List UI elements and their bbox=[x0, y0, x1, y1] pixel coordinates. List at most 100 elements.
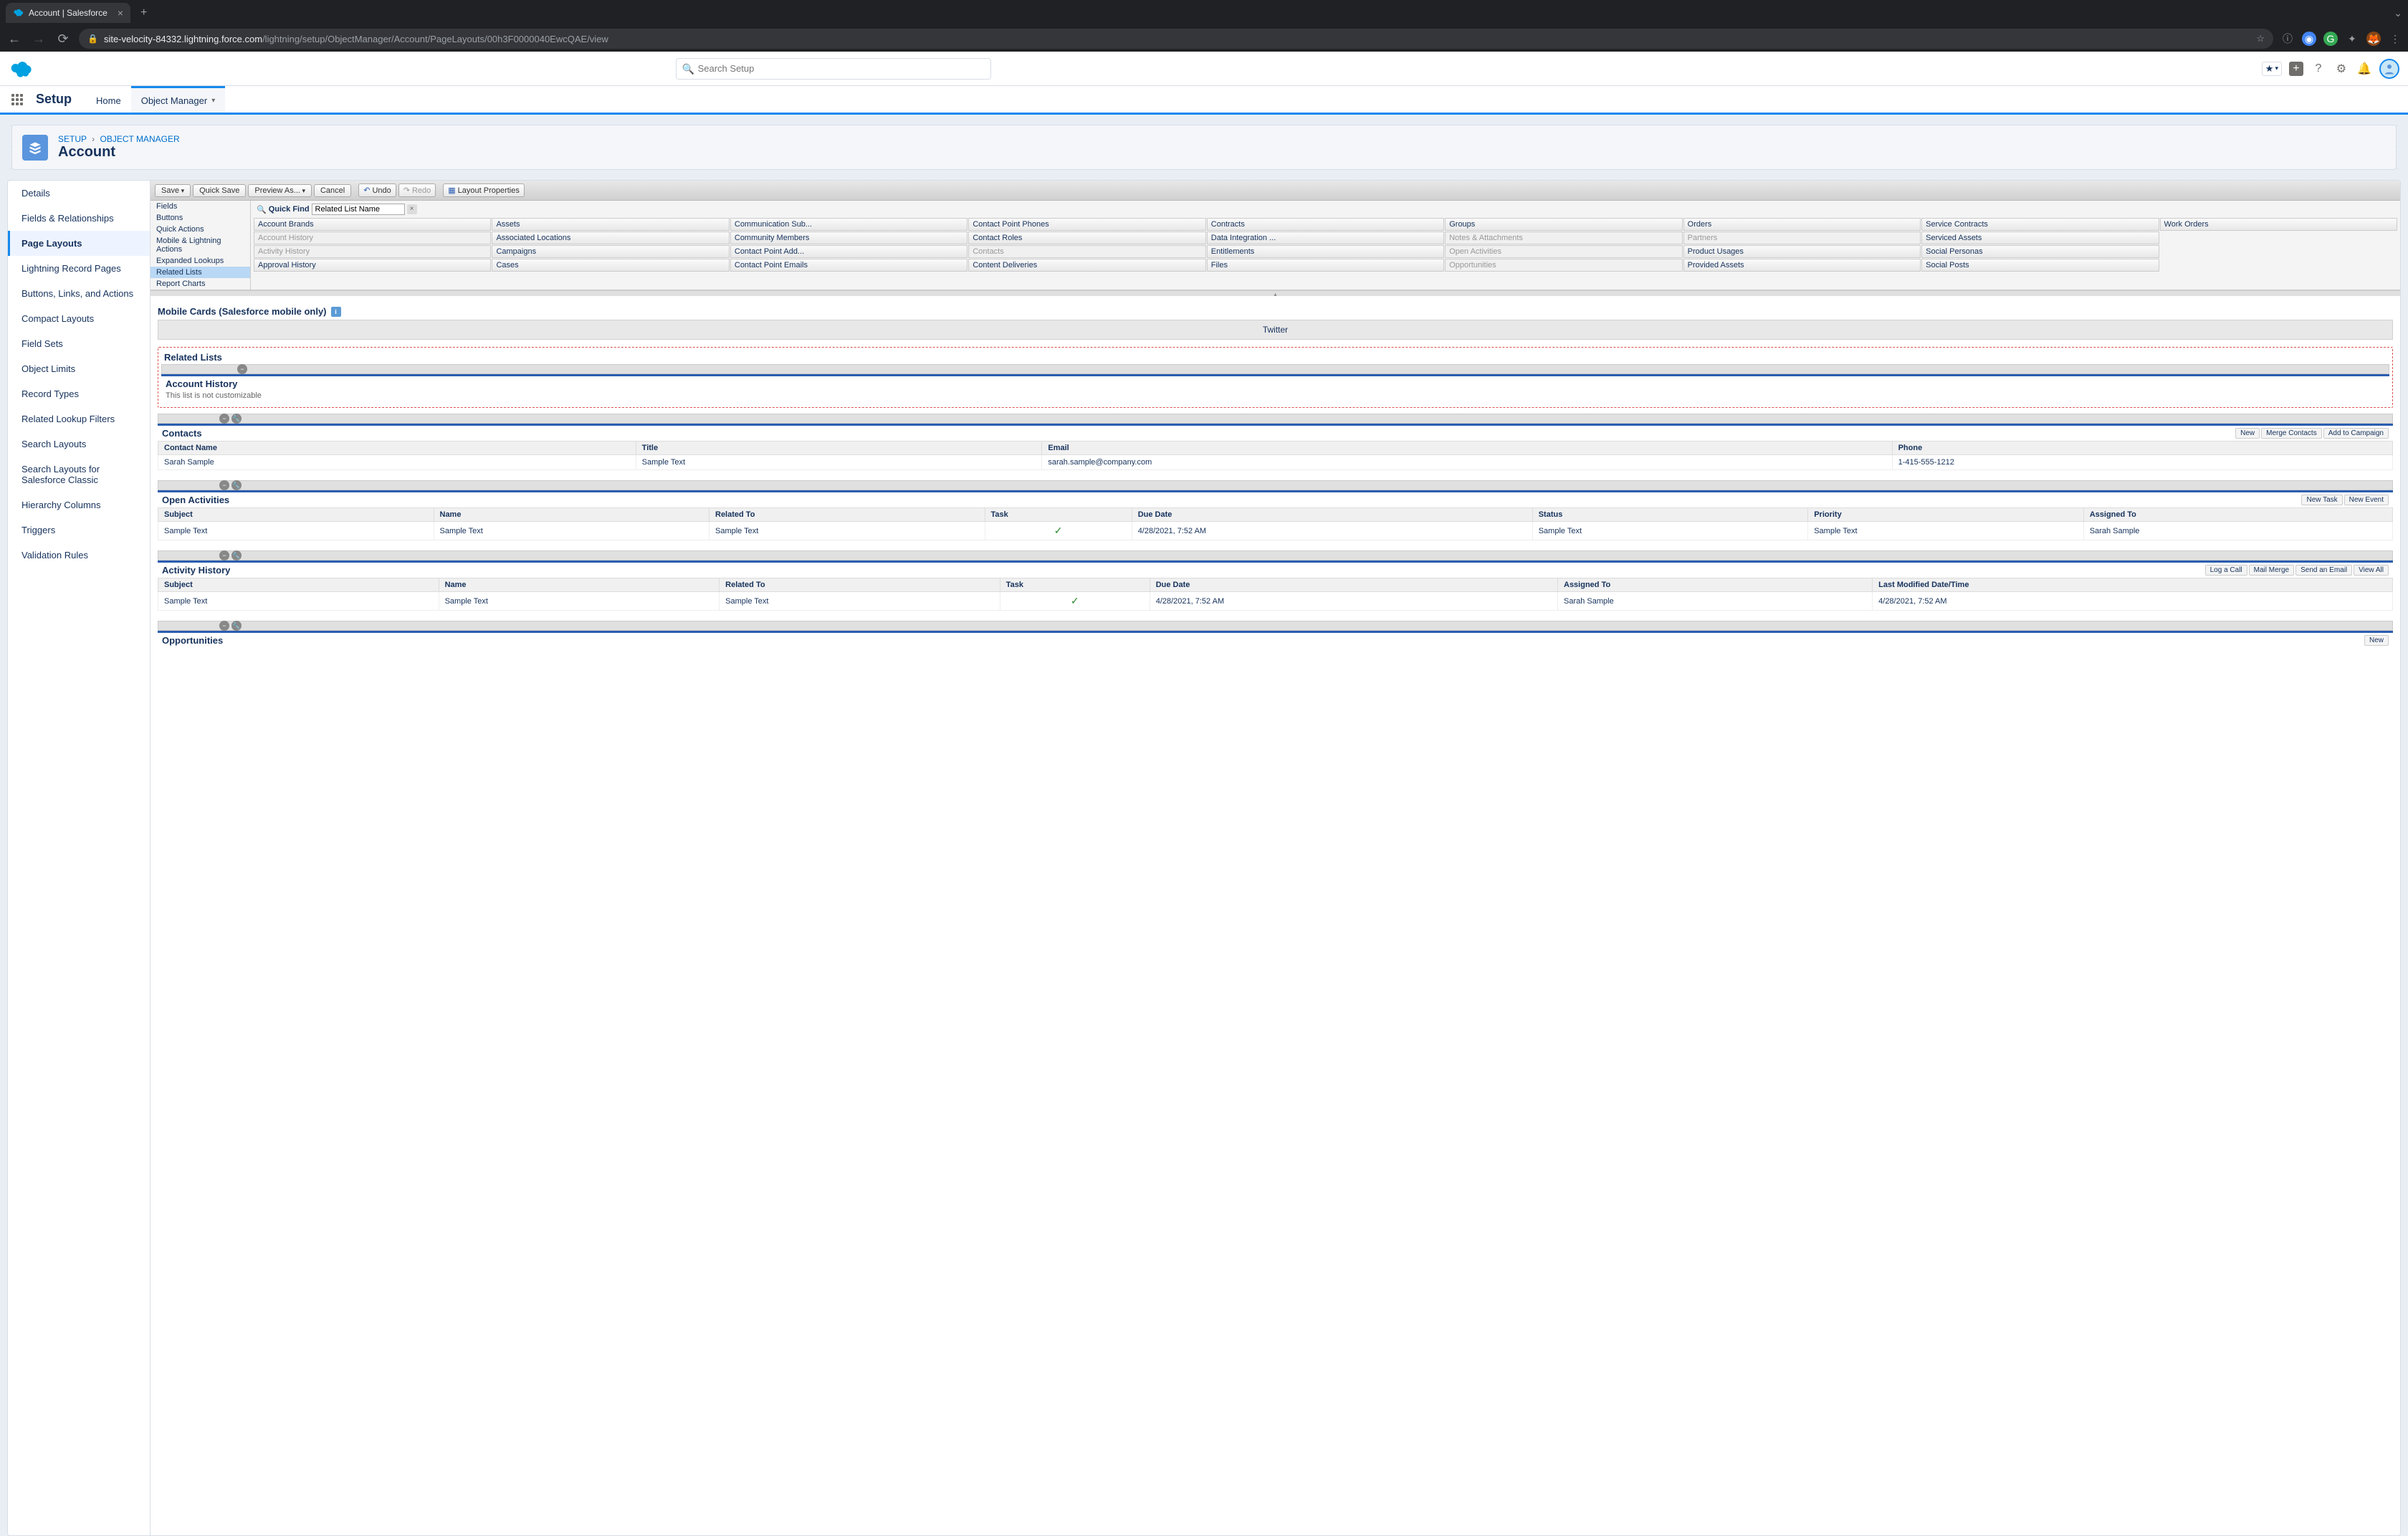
rl-action-button[interactable]: Send an Email bbox=[2295, 565, 2352, 576]
sidebar-item[interactable]: Related Lookup Filters bbox=[8, 406, 150, 431]
reload-icon[interactable]: ⟳ bbox=[54, 32, 72, 47]
chevron-down-icon[interactable]: ⌄ bbox=[2394, 7, 2402, 19]
palette-category[interactable]: Quick Actions bbox=[150, 224, 250, 235]
palette-item[interactable]: Work Orders bbox=[2160, 218, 2397, 231]
palette-item[interactable]: Provided Assets bbox=[1683, 259, 1921, 272]
browser-tab[interactable]: Account | Salesforce × bbox=[6, 3, 130, 23]
sidebar-item[interactable]: Compact Layouts bbox=[8, 306, 150, 331]
rl-action-button[interactable]: New Task bbox=[2301, 495, 2342, 505]
breadcrumb-setup[interactable]: SETUP bbox=[58, 134, 87, 144]
palette-item[interactable]: Approval History bbox=[254, 259, 491, 272]
undo-button[interactable]: ↶Undo bbox=[358, 183, 396, 197]
related-lists-dropzone[interactable]: Related Lists − Account History This lis… bbox=[158, 347, 2393, 408]
extension-icon[interactable]: ◉ bbox=[2302, 32, 2316, 46]
palette-item[interactable]: Communication Sub... bbox=[730, 218, 968, 231]
palette-category[interactable]: Buttons bbox=[150, 212, 250, 224]
rl-action-button[interactable]: Log a Call bbox=[2205, 565, 2247, 576]
add-icon[interactable]: + bbox=[2289, 62, 2303, 76]
palette-item[interactable]: Groups bbox=[1445, 218, 1682, 231]
wrench-icon[interactable]: 🔧 bbox=[231, 621, 242, 631]
extensions-icon[interactable]: ✦ bbox=[2345, 32, 2359, 46]
palette-item[interactable]: Contracts bbox=[1207, 218, 1444, 231]
sidebar-item[interactable]: Page Layouts bbox=[8, 231, 150, 256]
nav-home[interactable]: Home bbox=[86, 86, 131, 113]
rl-action-button[interactable]: Merge Contacts bbox=[2261, 428, 2322, 439]
sidebar-item[interactable]: Search Layouts for Salesforce Classic bbox=[8, 457, 150, 492]
wrench-icon[interactable]: 🔧 bbox=[231, 414, 242, 424]
palette-category[interactable]: Fields bbox=[150, 201, 250, 212]
sidebar-item[interactable]: Buttons, Links, and Actions bbox=[8, 281, 150, 306]
palette-item[interactable]: Serviced Assets bbox=[1921, 232, 2159, 244]
favorites-button[interactable]: ★▾ bbox=[2262, 62, 2282, 76]
tab-close-icon[interactable]: × bbox=[118, 7, 123, 19]
palette-item[interactable]: Account Brands bbox=[254, 218, 491, 231]
rl-action-button[interactable]: View All bbox=[2354, 565, 2389, 576]
palette-item[interactable]: Cases bbox=[492, 259, 729, 272]
sidebar-item[interactable]: Hierarchy Columns bbox=[8, 492, 150, 517]
menu-icon[interactable]: ⋮ bbox=[2388, 32, 2402, 46]
gear-icon[interactable]: ⚙ bbox=[2333, 61, 2349, 77]
cancel-button[interactable]: Cancel bbox=[314, 184, 351, 197]
rl-action-button[interactable]: Add to Campaign bbox=[2323, 428, 2389, 439]
app-launcher-icon[interactable] bbox=[9, 86, 26, 113]
new-tab-icon[interactable]: + bbox=[140, 6, 147, 19]
sidebar-item[interactable]: Record Types bbox=[8, 381, 150, 406]
remove-icon[interactable]: − bbox=[219, 414, 229, 424]
palette-item[interactable]: Social Posts bbox=[1921, 259, 2159, 272]
palette-item[interactable]: Data Integration ... bbox=[1207, 232, 1444, 244]
user-avatar[interactable] bbox=[2379, 59, 2399, 79]
wrench-icon[interactable]: 🔧 bbox=[231, 550, 242, 561]
palette-item[interactable]: Community Members bbox=[730, 232, 968, 244]
remove-icon[interactable]: − bbox=[219, 621, 229, 631]
palette-resize-handle[interactable]: ▴ bbox=[150, 290, 2400, 296]
palette-category[interactable]: Report Charts bbox=[150, 278, 250, 290]
url-bar[interactable]: 🔒 site-velocity-84332.lightning.force.co… bbox=[79, 29, 2273, 49]
mobile-card-twitter[interactable]: Twitter bbox=[158, 320, 2393, 340]
palette-item[interactable]: Entitlements bbox=[1207, 245, 1444, 258]
palette-item[interactable]: Contact Point Phones bbox=[968, 218, 1205, 231]
palette-item[interactable]: Associated Locations bbox=[492, 232, 729, 244]
palette-category[interactable]: Expanded Lookups bbox=[150, 255, 250, 267]
sidebar-item[interactable]: Lightning Record Pages bbox=[8, 256, 150, 281]
remove-icon[interactable]: − bbox=[237, 364, 247, 374]
star-icon[interactable]: ☆ bbox=[2256, 33, 2265, 44]
rl-action-button[interactable]: Mail Merge bbox=[2249, 565, 2294, 576]
breadcrumb-om[interactable]: OBJECT MANAGER bbox=[100, 134, 179, 144]
sidebar-item[interactable]: Fields & Relationships bbox=[8, 206, 150, 231]
remove-icon[interactable]: − bbox=[219, 550, 229, 561]
palette-item[interactable]: Contact Point Emails bbox=[730, 259, 968, 272]
salesforce-logo-icon[interactable] bbox=[9, 58, 40, 80]
palette-item[interactable]: Campaigns bbox=[492, 245, 729, 258]
palette-item[interactable]: Files bbox=[1207, 259, 1444, 272]
info-icon[interactable]: i bbox=[331, 307, 341, 317]
preview-as-button[interactable]: Preview As... bbox=[248, 184, 312, 197]
palette-category[interactable]: Related Lists bbox=[150, 267, 250, 278]
palette-item[interactable]: Orders bbox=[1683, 218, 1921, 231]
palette-item[interactable]: Contact Roles bbox=[968, 232, 1205, 244]
palette-item[interactable]: Contact Point Add... bbox=[730, 245, 968, 258]
search-input[interactable] bbox=[676, 58, 991, 80]
remove-icon[interactable]: − bbox=[219, 480, 229, 490]
info-icon[interactable]: ⓘ bbox=[2280, 32, 2295, 46]
sidebar-item[interactable]: Field Sets bbox=[8, 331, 150, 356]
quick-save-button[interactable]: Quick Save bbox=[193, 184, 246, 197]
palette-item[interactable]: Assets bbox=[492, 218, 729, 231]
wrench-icon[interactable]: 🔧 bbox=[231, 480, 242, 490]
help-icon[interactable]: ? bbox=[2311, 61, 2326, 77]
bell-icon[interactable]: 🔔 bbox=[2356, 61, 2372, 77]
rl-action-button[interactable]: New bbox=[2364, 635, 2389, 646]
palette-item[interactable]: Product Usages bbox=[1683, 245, 1921, 258]
sidebar-item[interactable]: Object Limits bbox=[8, 356, 150, 381]
save-button[interactable]: Save bbox=[155, 184, 191, 197]
palette-item[interactable]: Social Personas bbox=[1921, 245, 2159, 258]
clear-icon[interactable]: × bbox=[407, 204, 417, 214]
sidebar-item[interactable]: Search Layouts bbox=[8, 431, 150, 457]
layout-properties-button[interactable]: ▦Layout Properties bbox=[443, 183, 525, 197]
sidebar-item[interactable]: Triggers bbox=[8, 517, 150, 543]
back-icon[interactable]: ← bbox=[6, 32, 23, 47]
extension-icon[interactable]: G bbox=[2323, 32, 2338, 46]
sidebar-item[interactable]: Details bbox=[8, 181, 150, 206]
palette-item[interactable]: Content Deliveries bbox=[968, 259, 1205, 272]
nav-object-manager[interactable]: Object Manager▾ bbox=[131, 86, 226, 113]
profile-avatar[interactable]: 🦊 bbox=[2366, 32, 2381, 46]
